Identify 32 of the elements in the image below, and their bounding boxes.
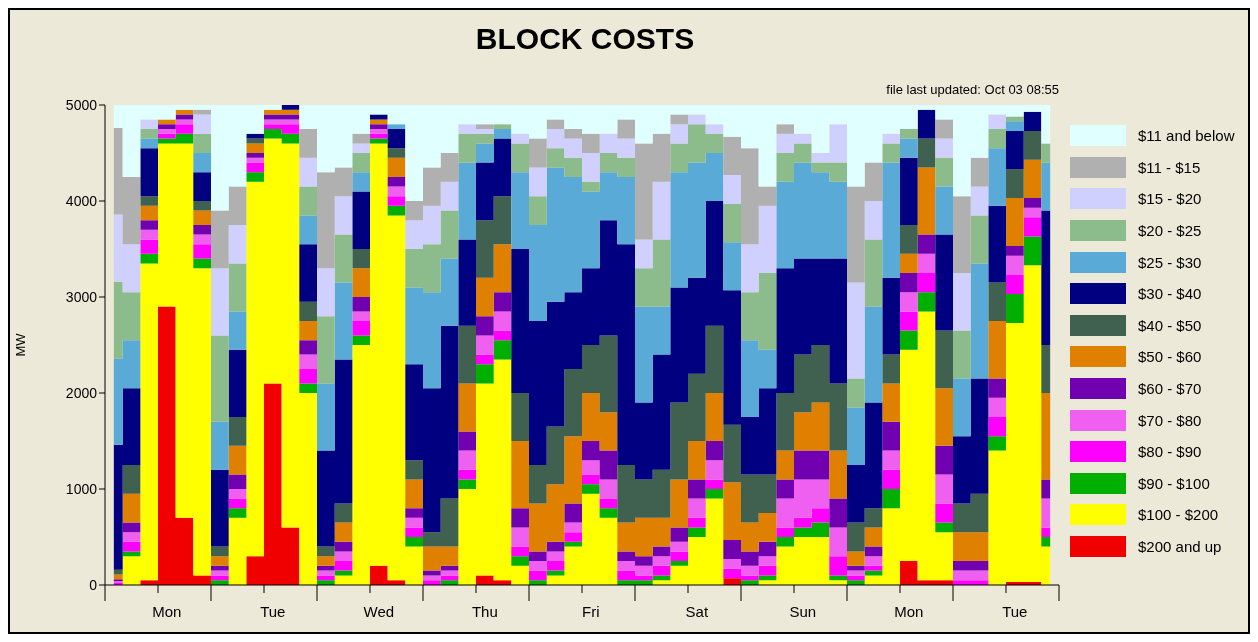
legend-label: $20 - $25 bbox=[1138, 222, 1202, 240]
x-tick-label: Sat bbox=[685, 603, 709, 620]
y-tick-label: 5000 bbox=[65, 96, 98, 113]
y-tick-label: 0 bbox=[89, 576, 98, 593]
legend-label: $11 - $15 bbox=[1138, 158, 1201, 176]
legend-label: $11 and below bbox=[1138, 127, 1235, 145]
legend-label: $30 - $40 bbox=[1138, 285, 1202, 303]
x-tick-label: Tue bbox=[1002, 603, 1028, 620]
legend-label: $50 - $60 bbox=[1138, 348, 1202, 366]
x-tick-label: Fri bbox=[582, 603, 600, 620]
legend-label: $90 - $100 bbox=[1138, 474, 1210, 492]
legend-label: $15 - $20 bbox=[1138, 190, 1202, 208]
legend-label: $70 - $80 bbox=[1138, 411, 1202, 429]
x-tick-label: Wed bbox=[363, 603, 395, 620]
y-tick-label: 1000 bbox=[65, 480, 98, 497]
y-tick-label: 2000 bbox=[65, 384, 98, 401]
legend-label: $25 - $30 bbox=[1138, 253, 1202, 271]
x-tick-label: Mon bbox=[152, 603, 182, 620]
legend-label: $200 and up bbox=[1138, 538, 1222, 556]
legend-label: $80 - $90 bbox=[1138, 443, 1202, 461]
legend-label: $100 - $200 bbox=[1138, 506, 1219, 524]
y-tick-label: 4000 bbox=[65, 192, 98, 209]
x-tick-label: Thu bbox=[471, 603, 498, 620]
chart-title: BLOCK COSTS bbox=[474, 22, 696, 56]
legend-label: $60 - $70 bbox=[1138, 380, 1202, 398]
y-tick-label: 3000 bbox=[65, 288, 98, 305]
x-tick-label: Tue bbox=[260, 603, 286, 620]
legend-label: $40 - $50 bbox=[1138, 316, 1202, 334]
x-tick-label: Mon bbox=[894, 603, 924, 620]
y-axis-title: MW bbox=[12, 332, 28, 357]
x-tick-label: Sun bbox=[789, 603, 817, 620]
text: file last updated: Oct 03 08:55 bbox=[886, 82, 1059, 97]
